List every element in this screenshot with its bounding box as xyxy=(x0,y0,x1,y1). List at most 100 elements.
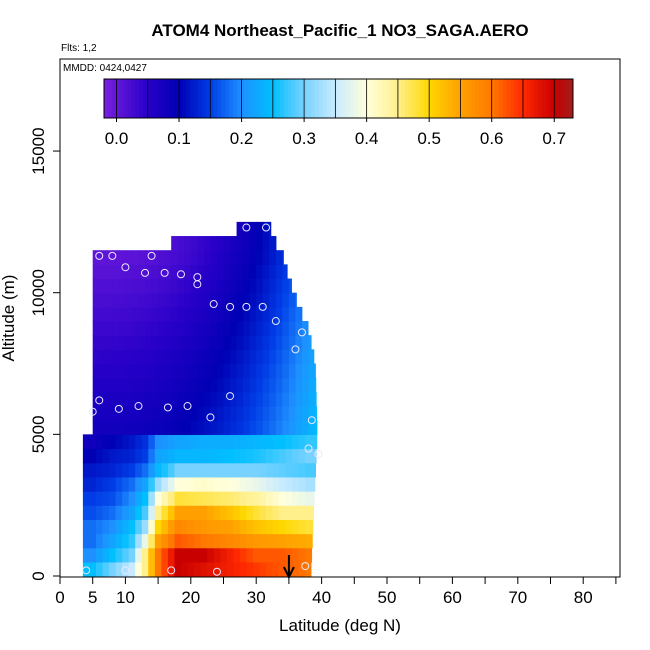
heatmap-cell xyxy=(112,349,120,365)
heatmap-cell xyxy=(197,420,205,435)
heatmap-cell xyxy=(118,391,126,407)
heatmap-cell xyxy=(115,476,123,492)
colorbar-segment xyxy=(279,79,285,118)
heatmap-cell xyxy=(177,278,185,294)
heatmap-cell xyxy=(272,561,280,577)
heatmap-cell xyxy=(171,391,179,407)
heatmap-cell xyxy=(272,519,280,535)
heatmap-cell xyxy=(246,561,254,577)
heatmap-cell xyxy=(262,321,270,336)
heatmap-cell xyxy=(262,335,270,350)
heatmap-cell xyxy=(259,491,267,506)
heatmap-cell xyxy=(190,363,198,379)
colorbar-segment xyxy=(264,79,269,118)
heatmap-cell xyxy=(171,406,179,421)
heatmap-cell xyxy=(118,420,126,435)
heatmap-cell xyxy=(282,363,290,379)
observation-point xyxy=(271,317,280,326)
heatmap-cell xyxy=(223,349,231,365)
observation-point xyxy=(183,402,192,411)
heatmap-cell xyxy=(249,250,257,265)
colorbar-segment xyxy=(197,79,203,118)
heatmap-cell xyxy=(148,448,156,464)
heatmap-cell xyxy=(177,363,185,379)
heatmap-cell xyxy=(125,377,133,393)
heatmap-cell xyxy=(233,533,241,549)
heatmap-cell xyxy=(109,505,117,520)
heatmap-cell xyxy=(115,462,123,478)
heatmap-cell xyxy=(230,349,238,365)
heatmap-cell xyxy=(266,462,274,478)
heatmap-cell xyxy=(298,462,306,478)
observation-point xyxy=(242,302,251,311)
heatmap-cell xyxy=(95,462,104,478)
heatmap-cell xyxy=(135,448,143,464)
heatmap-cell xyxy=(118,264,126,280)
heatmap-cell xyxy=(272,462,280,478)
colorbar-tick-label: 0.6 xyxy=(480,129,504,148)
heatmap-cell xyxy=(203,349,212,365)
heatmap-cell xyxy=(95,505,104,520)
heatmap-cell xyxy=(269,349,277,365)
y-axis: 0 5000 10000 15000 xyxy=(29,127,60,581)
heatmap-cell xyxy=(151,264,159,280)
heatmap-cell xyxy=(239,519,247,535)
heatmap-cell xyxy=(138,363,146,379)
heatmap-cell xyxy=(252,505,261,520)
heatmap-cell xyxy=(128,434,136,450)
heatmap-cell xyxy=(243,278,251,294)
heatmap-cell xyxy=(226,519,234,535)
colorbar-segment xyxy=(510,79,515,118)
heatmap-cell xyxy=(285,505,293,520)
heatmap-cell xyxy=(298,448,306,464)
heatmap-cell xyxy=(145,306,153,322)
heatmap-cell xyxy=(252,547,261,563)
heatmap-cell xyxy=(203,306,212,322)
heatmap-cell xyxy=(236,321,244,336)
heatmap-cell xyxy=(89,476,97,492)
heatmap-cell xyxy=(138,349,146,365)
heatmap-cell xyxy=(138,292,146,308)
heatmap-cell xyxy=(180,519,189,535)
heatmap-cell xyxy=(200,519,208,535)
observation-points xyxy=(82,223,323,576)
heatmap-cell xyxy=(207,476,215,492)
heatmap-cell xyxy=(298,561,306,577)
observation-point xyxy=(82,566,91,575)
heatmap-cell xyxy=(131,264,140,280)
colorbar-segment xyxy=(463,79,468,118)
heatmap-cell xyxy=(262,306,270,322)
heatmap-cell xyxy=(161,448,169,464)
heatmap-cell xyxy=(177,292,185,308)
heatmap-cell xyxy=(285,434,293,450)
colorbar-segment xyxy=(201,79,207,118)
heatmap-cell xyxy=(203,406,212,421)
heatmap-cell xyxy=(233,491,241,506)
heatmap-cell xyxy=(246,476,254,492)
heatmap-cell xyxy=(207,491,215,506)
x-axis-label: Latitude (deg N) xyxy=(279,616,401,635)
heatmap-cell xyxy=(272,505,280,520)
heatmap-cell xyxy=(92,321,100,336)
heatmap-cell xyxy=(177,406,185,421)
heatmap-cell xyxy=(82,505,91,520)
colorbar-segment xyxy=(244,79,250,118)
heatmap-cell xyxy=(233,462,241,478)
heatmap-cell xyxy=(252,476,261,492)
heatmap-cell xyxy=(105,306,113,322)
heatmap-cell xyxy=(246,519,254,535)
heatmap-cell xyxy=(112,377,120,393)
heatmap-cell xyxy=(236,306,244,322)
y-tick-label: 0 xyxy=(29,571,48,580)
colorbar-segment xyxy=(514,79,519,118)
heatmap-cell xyxy=(174,519,182,535)
heatmap-cell xyxy=(151,377,159,393)
heatmap-cell xyxy=(184,306,192,322)
heatmap-cell xyxy=(301,406,310,421)
colorbar-segment xyxy=(549,79,554,118)
heatmap-cell xyxy=(249,406,257,421)
heatmap-cell xyxy=(174,533,182,549)
heatmap-cell xyxy=(92,349,100,365)
colorbar-segment xyxy=(404,79,410,118)
heatmap-cell xyxy=(249,377,257,393)
